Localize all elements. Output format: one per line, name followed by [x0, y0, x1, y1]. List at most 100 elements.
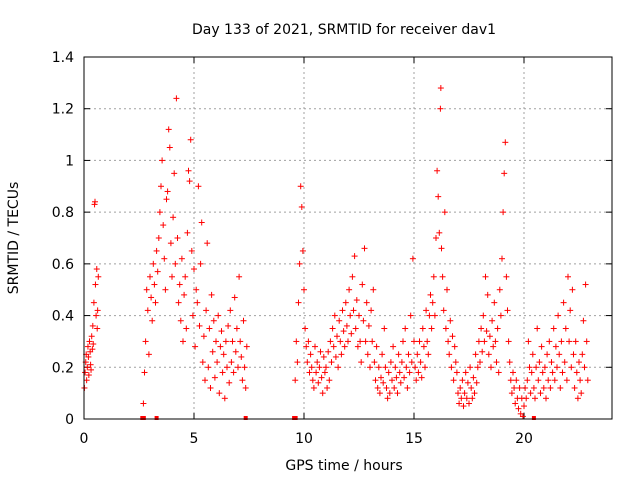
data-point	[363, 299, 370, 306]
data-point	[313, 369, 320, 376]
data-point	[330, 343, 337, 350]
data-point	[437, 105, 444, 112]
data-point	[299, 247, 306, 254]
data-point	[429, 299, 436, 306]
data-point	[211, 374, 218, 381]
data-point	[451, 343, 458, 350]
data-point	[398, 359, 405, 366]
data-point	[470, 374, 477, 381]
data-point	[372, 377, 379, 384]
data-point	[229, 338, 236, 345]
data-point	[489, 317, 496, 324]
data-point	[210, 317, 217, 324]
data-point	[578, 390, 585, 397]
x-axis-label: GPS time / hours	[285, 458, 402, 474]
data-point	[452, 359, 459, 366]
data-point	[507, 377, 514, 384]
chart-title: Day 133 of 2021, SRMTID for receiver dav…	[192, 22, 496, 38]
data-point	[92, 198, 98, 205]
data-point	[461, 390, 468, 397]
data-point	[314, 359, 321, 366]
data-point	[180, 338, 186, 345]
data-point	[450, 377, 457, 384]
gap-markers	[140, 416, 536, 420]
data-point	[467, 364, 474, 371]
data-point	[550, 325, 557, 332]
data-point	[572, 338, 579, 345]
data-point	[440, 307, 447, 314]
data-point	[523, 395, 530, 402]
data-point	[240, 317, 247, 324]
data-point	[522, 384, 529, 391]
data-point	[438, 245, 445, 252]
data-point	[464, 379, 471, 386]
data-point	[423, 307, 430, 314]
data-point	[519, 413, 526, 420]
data-point	[362, 338, 369, 345]
data-point	[193, 286, 200, 293]
data-point	[490, 343, 497, 350]
data-point	[167, 240, 174, 247]
data-point	[301, 286, 307, 293]
data-point	[394, 390, 401, 397]
data-point	[337, 338, 344, 345]
data-point	[480, 312, 487, 319]
data-point	[554, 364, 560, 371]
data-point	[488, 364, 494, 371]
data-point	[94, 307, 101, 314]
data-point	[164, 188, 171, 195]
data-point	[233, 325, 240, 332]
data-point	[403, 364, 410, 371]
data-point	[339, 307, 346, 314]
gap-marker	[243, 416, 248, 420]
data-point	[353, 297, 360, 304]
data-point	[152, 299, 159, 306]
data-point	[232, 348, 239, 355]
data-point	[327, 338, 334, 345]
data-point	[434, 167, 441, 174]
data-point	[401, 374, 408, 381]
data-point	[562, 325, 569, 332]
data-point	[367, 364, 373, 371]
data-point	[378, 374, 384, 381]
data-point	[176, 281, 183, 288]
data-point	[533, 364, 540, 371]
data-point	[472, 351, 479, 358]
data-point	[471, 390, 478, 397]
data-point	[329, 325, 336, 332]
y-tick-label: 1	[65, 153, 74, 169]
data-point	[84, 364, 91, 371]
data-point	[173, 95, 180, 102]
data-point	[483, 328, 490, 335]
data-point	[305, 338, 312, 345]
data-point	[525, 338, 532, 345]
data-point	[430, 273, 437, 280]
data-point	[369, 338, 376, 345]
data-point	[584, 377, 591, 384]
data-point	[503, 273, 510, 280]
data-point	[496, 286, 503, 293]
axis-ticks: 0 5 10 15 20 0 0.2 0.4 0.6 0.8 1 1.2 1.4	[52, 50, 612, 447]
data-point	[393, 374, 400, 381]
data-point	[323, 364, 329, 371]
data-point	[373, 343, 380, 350]
data-point	[371, 359, 378, 366]
data-point	[309, 377, 316, 384]
data-point	[447, 317, 454, 324]
data-point	[202, 377, 208, 384]
gap-marker	[154, 416, 159, 420]
data-point	[219, 369, 226, 376]
data-point	[445, 338, 452, 345]
data-point	[526, 364, 533, 371]
data-point	[427, 291, 434, 298]
data-point	[466, 400, 472, 407]
data-point	[385, 369, 392, 376]
data-point	[481, 338, 488, 345]
data-point	[320, 353, 327, 360]
data-point	[446, 351, 453, 358]
data-point	[335, 364, 342, 371]
data-point	[307, 351, 314, 358]
y-tick-label: 1.4	[52, 50, 74, 66]
data-point	[433, 235, 439, 241]
